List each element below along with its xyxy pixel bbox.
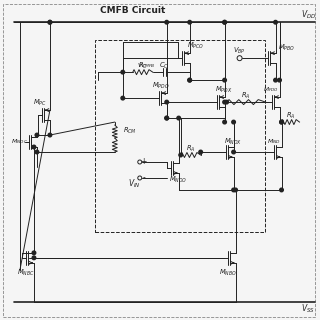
Circle shape — [121, 96, 124, 100]
Circle shape — [274, 78, 277, 82]
Text: $R_C$: $R_C$ — [138, 61, 148, 71]
Circle shape — [223, 78, 227, 82]
Text: $M_{PC}$: $M_{PC}$ — [33, 98, 47, 108]
Text: +: + — [140, 157, 147, 166]
Text: $M_{PCO}$: $M_{PCO}$ — [187, 41, 204, 51]
Text: $V_{DD}$: $V_{DD}$ — [301, 9, 317, 21]
Circle shape — [188, 78, 191, 82]
Text: $M_{NBC}$: $M_{NBC}$ — [17, 268, 35, 278]
Circle shape — [278, 78, 281, 82]
Text: $R_A$: $R_A$ — [286, 111, 295, 121]
Circle shape — [121, 70, 124, 74]
Text: $M_{NDC}$: $M_{NDC}$ — [11, 138, 28, 147]
Circle shape — [165, 116, 169, 120]
Text: $M_{PDO}$: $M_{PDO}$ — [152, 81, 169, 91]
Circle shape — [138, 160, 142, 164]
Text: $M_{PDO}$: $M_{PDO}$ — [262, 85, 279, 93]
Circle shape — [179, 153, 182, 157]
Circle shape — [280, 120, 283, 124]
Text: $M_{NBO}$: $M_{NBO}$ — [219, 268, 236, 278]
Text: $R_{CM}$: $R_{CM}$ — [123, 126, 137, 136]
Circle shape — [237, 56, 242, 61]
Text: $C_C$: $C_C$ — [159, 61, 169, 71]
Text: $V_{CMFB}$: $V_{CMFB}$ — [137, 61, 155, 70]
Circle shape — [280, 120, 283, 124]
Circle shape — [223, 20, 227, 24]
Text: $M_{NDX}$: $M_{NDX}$ — [224, 137, 242, 147]
Circle shape — [223, 20, 227, 24]
Text: $M_{NDO}$: $M_{NDO}$ — [169, 175, 187, 185]
Text: $R_A$: $R_A$ — [186, 144, 196, 154]
Circle shape — [223, 100, 227, 104]
Circle shape — [280, 188, 283, 192]
Text: $R_A$: $R_A$ — [241, 91, 251, 101]
Circle shape — [32, 145, 36, 149]
Circle shape — [199, 150, 203, 154]
Circle shape — [35, 150, 39, 154]
Circle shape — [32, 256, 36, 260]
Circle shape — [48, 20, 52, 24]
Circle shape — [165, 116, 169, 120]
Text: $V_{SS}$: $V_{SS}$ — [301, 302, 315, 315]
Text: $M_{PDX}$: $M_{PDX}$ — [215, 85, 232, 95]
Circle shape — [165, 100, 169, 104]
Circle shape — [188, 20, 191, 24]
Text: $V_{BP}$: $V_{BP}$ — [233, 46, 246, 56]
Text: CMFB Circuit: CMFB Circuit — [100, 6, 165, 15]
Bar — [95, 40, 265, 232]
Circle shape — [48, 20, 52, 24]
Text: $M_{PBO}$: $M_{PBO}$ — [277, 43, 295, 53]
Circle shape — [232, 150, 236, 154]
Text: -: - — [142, 173, 145, 182]
Circle shape — [225, 100, 228, 104]
Circle shape — [48, 133, 52, 137]
Text: $V_{IN}$: $V_{IN}$ — [128, 178, 141, 190]
Circle shape — [177, 116, 180, 120]
Circle shape — [234, 188, 237, 192]
Circle shape — [188, 78, 191, 82]
Text: $M_{ND}$: $M_{ND}$ — [267, 138, 280, 147]
Circle shape — [165, 20, 169, 24]
Circle shape — [35, 133, 39, 137]
Circle shape — [274, 20, 277, 24]
Circle shape — [138, 176, 142, 180]
Circle shape — [232, 188, 236, 192]
Circle shape — [232, 120, 236, 124]
Circle shape — [32, 251, 36, 255]
Circle shape — [223, 120, 227, 124]
